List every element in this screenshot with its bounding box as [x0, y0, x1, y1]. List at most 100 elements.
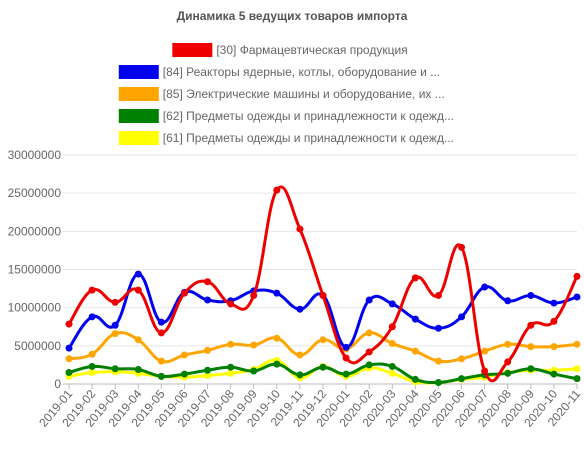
- y-tick-label: 20000000: [8, 224, 62, 238]
- data-point: [296, 305, 304, 313]
- data-point: [458, 243, 466, 251]
- data-point: [273, 289, 281, 297]
- data-point: [365, 361, 373, 369]
- data-point: [250, 341, 258, 349]
- data-point: [527, 343, 535, 351]
- data-point: [527, 321, 535, 329]
- data-point: [458, 355, 466, 363]
- data-point: [434, 291, 442, 299]
- y-tick-label: 10000000: [8, 301, 62, 315]
- data-point: [134, 336, 142, 344]
- data-point: [388, 300, 396, 308]
- data-point: [227, 369, 235, 377]
- data-point: [342, 354, 350, 362]
- data-point: [88, 369, 96, 377]
- data-point: [157, 318, 165, 326]
- data-point: [180, 351, 188, 359]
- data-point: [65, 355, 73, 363]
- data-point: [527, 291, 535, 299]
- legend-swatch[interactable]: [172, 43, 213, 57]
- data-point: [550, 317, 558, 325]
- data-point: [573, 365, 581, 373]
- data-point: [365, 348, 373, 356]
- data-point: [204, 372, 212, 380]
- data-point: [250, 367, 258, 375]
- data-point: [134, 286, 142, 294]
- data-point: [573, 293, 581, 301]
- data-point: [481, 283, 489, 291]
- data-point: [65, 369, 73, 377]
- legend-swatch[interactable]: [118, 131, 159, 145]
- y-tick-label: 15000000: [8, 263, 62, 277]
- data-point: [388, 340, 396, 348]
- data-point: [204, 278, 212, 286]
- data-point: [388, 362, 396, 370]
- data-point: [458, 375, 466, 383]
- data-point: [504, 297, 512, 305]
- y-tick-label: 5000000: [14, 339, 61, 353]
- data-point: [88, 350, 96, 358]
- data-point: [250, 291, 258, 299]
- data-point: [342, 370, 350, 378]
- data-point: [527, 365, 535, 373]
- data-point: [481, 367, 489, 375]
- chart-title: Динамика 5 ведущих товаров импорта: [177, 9, 408, 23]
- legend-label: [62] Предметы одежды и принадлежности к …: [163, 109, 454, 123]
- data-point: [273, 334, 281, 342]
- data-point: [134, 365, 142, 373]
- data-point: [458, 313, 466, 321]
- data-point: [296, 351, 304, 359]
- data-point: [296, 371, 304, 379]
- data-point: [573, 340, 581, 348]
- data-point: [204, 296, 212, 304]
- data-point: [504, 340, 512, 348]
- data-point: [342, 343, 350, 351]
- legend-swatch[interactable]: [118, 65, 159, 79]
- data-point: [296, 225, 304, 233]
- data-point: [550, 343, 558, 351]
- data-point: [434, 324, 442, 332]
- data-point: [319, 291, 327, 299]
- data-point: [227, 340, 235, 348]
- data-point: [88, 362, 96, 370]
- data-point: [157, 357, 165, 365]
- data-point: [434, 357, 442, 365]
- data-point: [134, 270, 142, 278]
- data-point: [157, 372, 165, 380]
- y-tick-label: 25000000: [8, 186, 62, 200]
- data-point: [365, 329, 373, 337]
- data-point: [111, 330, 119, 338]
- data-point: [411, 347, 419, 355]
- data-point: [411, 375, 419, 383]
- data-point: [204, 346, 212, 354]
- data-point: [180, 289, 188, 297]
- data-point: [204, 366, 212, 374]
- data-point: [573, 272, 581, 280]
- data-point: [111, 365, 119, 373]
- data-point: [111, 298, 119, 306]
- data-point: [180, 370, 188, 378]
- data-point: [88, 313, 96, 321]
- data-point: [434, 378, 442, 386]
- y-tick-label: 30000000: [8, 148, 62, 162]
- data-point: [319, 363, 327, 371]
- data-point: [157, 329, 165, 337]
- data-point: [504, 358, 512, 366]
- y-tick-label: 0: [54, 377, 61, 391]
- data-point: [273, 360, 281, 368]
- data-point: [481, 347, 489, 355]
- legend-swatch[interactable]: [118, 109, 159, 123]
- legend-label: [30] Фармацевтическая продукция: [216, 43, 407, 57]
- data-point: [88, 286, 96, 294]
- data-point: [573, 375, 581, 383]
- data-point: [111, 321, 119, 329]
- data-point: [411, 315, 419, 323]
- data-point: [550, 299, 558, 307]
- data-point: [65, 320, 73, 328]
- legend-swatch[interactable]: [118, 87, 159, 101]
- data-point: [388, 323, 396, 331]
- data-point: [319, 336, 327, 344]
- data-point: [504, 369, 512, 377]
- data-point: [365, 296, 373, 304]
